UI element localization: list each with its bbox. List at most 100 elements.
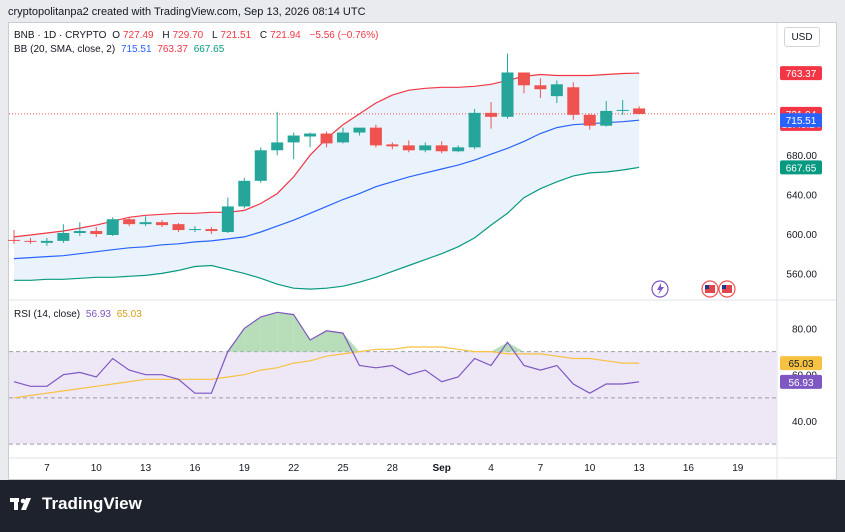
high-label: H [162,30,170,41]
rsi-overbought-fill [507,342,524,352]
candle-body [485,112,498,117]
tradingview-logo[interactable]: TradingView [10,494,142,514]
candle-body [139,222,152,225]
price-tick-label: 640.00 [786,191,817,202]
time-tick-label: 13 [634,463,646,474]
time-tick-label: 10 [91,463,103,474]
time-tick-label: Sep [433,463,451,474]
bb-upper-value: 763.37 [157,44,188,55]
candle-body [205,229,218,232]
time-tick-label: 22 [288,463,300,474]
symbol-label[interactable]: BNB · 1D · CRYPTO [14,30,107,41]
lightning-bolt-icon [657,283,664,295]
low-value: 721.51 [220,30,252,41]
rsi-legend: RSI (14, close) 56.93 65.03 [14,309,145,320]
rsi-label[interactable]: RSI (14, close) [14,309,81,320]
rsi-tick-label: 40.00 [792,417,817,428]
candle-body [369,127,382,146]
rsi-tick-label: 80.00 [792,324,817,335]
price-tick-label: 680.00 [786,151,817,162]
candle-body [304,133,317,137]
candle-body [271,142,284,151]
candle-body [633,108,646,114]
candle-body [24,240,37,242]
rsi-ma-line [13,346,640,399]
candle-body [123,219,136,225]
rsi-line [13,311,640,394]
time-tick-label: 7 [44,463,50,474]
candle-body [534,85,547,90]
rsi-value: 56.93 [85,309,111,320]
candle-body [287,135,300,143]
rsi-overbought-fill [326,330,343,352]
open-label: O [112,30,120,41]
currency-button[interactable]: USD [784,27,820,47]
open-value: 727.49 [123,30,154,41]
candle-body [567,87,580,115]
candle-body [435,145,448,152]
time-tick-label: 19 [732,463,744,474]
bb-legend: BB (20, SMA, close, 2) 715.51 763.37 667… [14,44,227,55]
candle-body [517,72,530,86]
rsi-overbought-fill [343,333,360,352]
price-badge [780,113,822,128]
footer-bar: TradingView [0,480,845,532]
candle-body [221,206,234,233]
candle-body [57,233,70,241]
time-tick-label: 16 [683,463,695,474]
candle-body [106,219,119,235]
flag-stripes [705,285,715,293]
chart-attribution: cryptopolitanpa2 created with TradingVie… [8,6,366,18]
price-badge [780,66,822,81]
candle-body [337,132,349,143]
candle-body [419,145,432,151]
candle-body [254,150,267,181]
candle-body [452,147,465,152]
rsi-badge-label: 65.03 [788,359,813,370]
candle-body [402,145,415,151]
candle-body [550,84,563,97]
bb-band-fill [14,73,640,290]
time-tick-label: 10 [584,463,596,474]
rsi-badge [780,356,822,371]
flag-canton [705,285,709,289]
price-tick-label: 600.00 [786,230,817,241]
high-value: 729.70 [172,30,204,41]
candle-body [238,180,251,207]
rsi-overbought-fill [293,314,311,352]
rsi-badge [780,374,822,389]
bb-basis-value: 715.51 [120,44,152,55]
bb-lower-line [14,166,640,290]
time-tick-label: 19 [239,463,251,474]
low-label: L [211,30,218,41]
close-value: 721.94 [270,30,301,41]
rsi-overbought-fill [491,342,508,352]
candle-body [8,239,20,241]
price-badge-label: 667.65 [786,163,817,174]
price-tick-label: 560.00 [786,269,817,280]
candle-body [188,229,201,231]
price-legend: BNB · 1D · CRYPTO O 727.49 H 729.70 L 721.5… [14,30,381,41]
bb-basis-line [13,119,640,260]
close-label: C [259,30,268,41]
price-badge-label: 763.37 [786,69,817,80]
candle-body [600,110,613,126]
rsi-ma-value: 65.03 [116,309,142,320]
time-tick-label: 7 [538,463,544,474]
tradingview-logo-icon [10,498,31,510]
candle-body [616,109,629,111]
candle-body [172,224,185,231]
time-tick-label: 16 [189,463,201,474]
candle-body [73,231,86,234]
bb-label[interactable]: BB (20, SMA, close, 2) [14,44,116,55]
flag-stripes [722,285,732,293]
candle-body [386,144,399,147]
time-tick-label: 4 [488,463,494,474]
bb-lower-value: 667.65 [193,44,225,55]
candle-body [468,112,481,148]
footer-brand: TradingView [42,494,142,513]
candle-body [501,72,514,117]
rsi-overbought-fill [260,312,278,352]
